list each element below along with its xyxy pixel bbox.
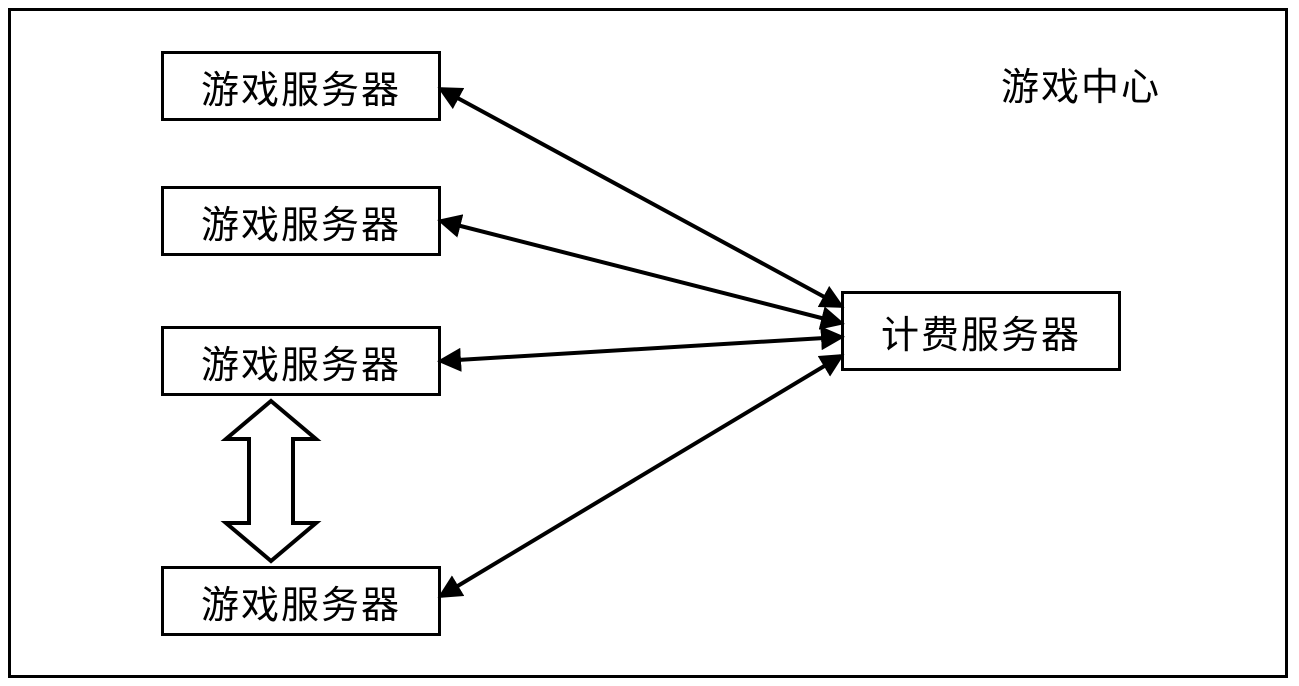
game-server-label-1: 游戏服务器 — [201, 59, 401, 114]
billing-server-label: 计费服务器 — [881, 304, 1081, 359]
title-label: 游戏中心 — [1001, 56, 1161, 111]
game-server-box-2: 游戏服务器 — [161, 186, 441, 256]
game-server-box-4: 游戏服务器 — [161, 566, 441, 636]
game-server-box-3: 游戏服务器 — [161, 326, 441, 396]
diagram-container: 游戏中心 游戏服务器 游戏服务器 游戏服务器 游戏服务器 计费服务器 — [8, 8, 1288, 678]
game-server-label-2: 游戏服务器 — [201, 194, 401, 249]
connection-arrow — [441, 337, 841, 361]
billing-server-box: 计费服务器 — [841, 291, 1121, 371]
connection-arrow — [441, 356, 841, 596]
connection-arrow — [441, 221, 841, 323]
game-server-label-3: 游戏服务器 — [201, 334, 401, 389]
hollow-double-arrow — [226, 401, 316, 561]
game-server-label-4: 游戏服务器 — [201, 574, 401, 629]
game-server-box-1: 游戏服务器 — [161, 51, 441, 121]
connection-arrow — [441, 89, 841, 306]
